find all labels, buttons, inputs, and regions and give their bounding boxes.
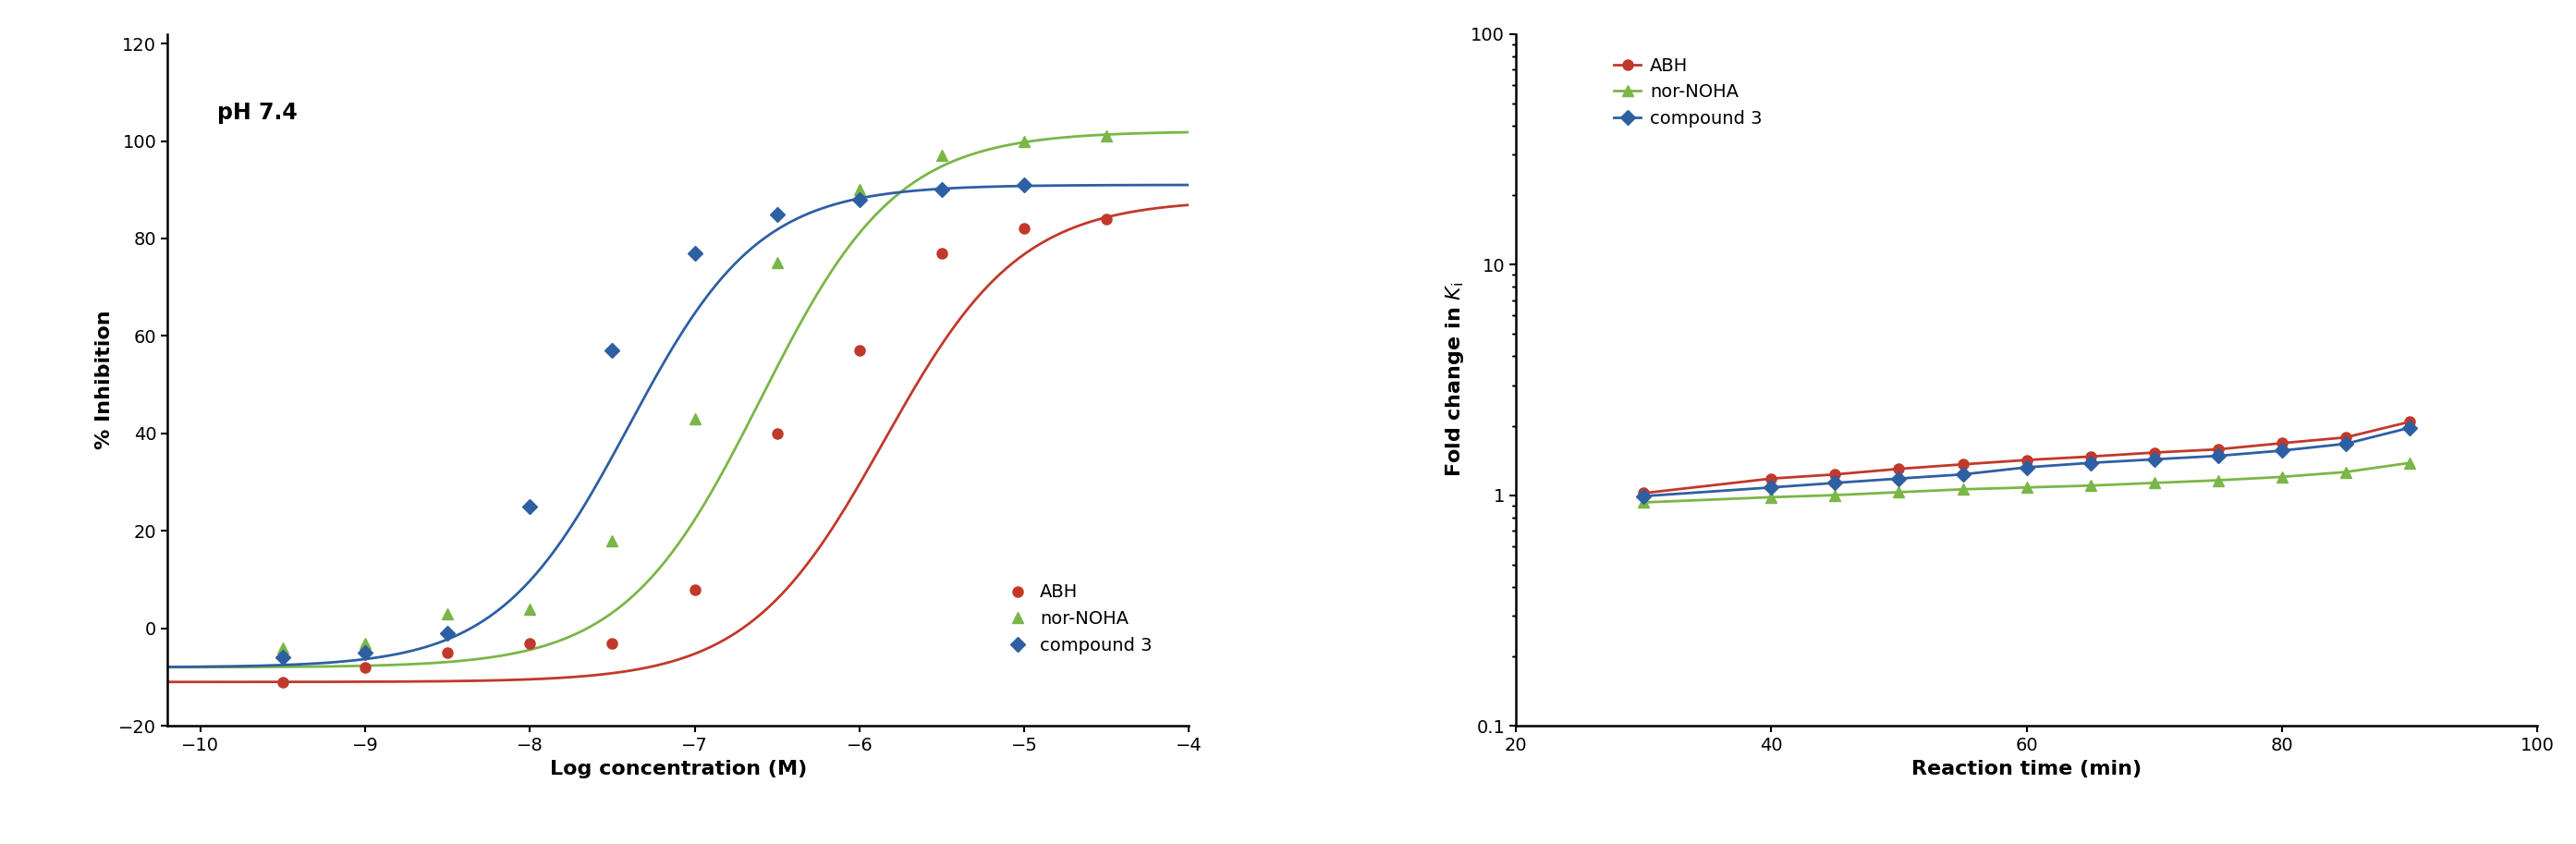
compound 3 bbox=[1010, 180, 1041, 190]
nor-NOHA bbox=[845, 185, 876, 195]
nor-NOHA bbox=[1883, 487, 1914, 497]
ABH bbox=[845, 345, 876, 355]
compound 3 bbox=[1628, 491, 1659, 501]
compound 3 bbox=[515, 501, 546, 511]
compound 3 bbox=[2267, 446, 2298, 456]
X-axis label: Log concentration (M): Log concentration (M) bbox=[549, 760, 806, 778]
nor-NOHA bbox=[2393, 457, 2424, 468]
Line: compound 3: compound 3 bbox=[1638, 423, 2414, 501]
ABH bbox=[2202, 444, 2233, 454]
ABH bbox=[2138, 447, 2169, 457]
nor-NOHA bbox=[1010, 136, 1041, 146]
nor-NOHA bbox=[433, 609, 464, 619]
compound 3 bbox=[2202, 451, 2233, 461]
compound 3 bbox=[268, 652, 299, 663]
ABH bbox=[1757, 473, 1788, 484]
nor-NOHA bbox=[350, 638, 381, 648]
nor-NOHA bbox=[762, 257, 793, 268]
nor-NOHA bbox=[680, 414, 711, 424]
ABH bbox=[1010, 224, 1041, 234]
ABH bbox=[433, 647, 464, 657]
compound 3 bbox=[2076, 457, 2107, 468]
compound 3 bbox=[2331, 439, 2362, 449]
Legend: ABH, nor-NOHA, compound 3: ABH, nor-NOHA, compound 3 bbox=[1607, 50, 1770, 135]
Line: nor-NOHA: nor-NOHA bbox=[1638, 457, 2414, 507]
compound 3 bbox=[598, 345, 629, 355]
nor-NOHA bbox=[1947, 484, 1978, 495]
nor-NOHA bbox=[1819, 490, 1850, 500]
nor-NOHA bbox=[2012, 483, 2043, 493]
Line: compound 3: compound 3 bbox=[278, 180, 1030, 663]
Legend: ABH, nor-NOHA, compound 3: ABH, nor-NOHA, compound 3 bbox=[997, 576, 1159, 662]
Y-axis label: Fold change in $\mathit{K}_\mathrm{i}$: Fold change in $\mathit{K}_\mathrm{i}$ bbox=[1443, 282, 1466, 478]
compound 3 bbox=[2138, 454, 2169, 464]
nor-NOHA bbox=[598, 536, 629, 546]
nor-NOHA bbox=[2331, 467, 2362, 477]
nor-NOHA bbox=[2267, 472, 2298, 482]
Y-axis label: % Inhibition: % Inhibition bbox=[95, 311, 113, 449]
nor-NOHA bbox=[2138, 478, 2169, 488]
nor-NOHA bbox=[1757, 492, 1788, 502]
nor-NOHA bbox=[1092, 131, 1123, 141]
ABH bbox=[1947, 459, 1978, 469]
ABH bbox=[927, 248, 958, 258]
ABH bbox=[680, 584, 711, 594]
compound 3 bbox=[680, 248, 711, 258]
ABH bbox=[1883, 464, 1914, 474]
ABH bbox=[2076, 452, 2107, 462]
compound 3 bbox=[2393, 423, 2424, 433]
ABH bbox=[515, 638, 546, 648]
ABH bbox=[2393, 417, 2424, 427]
compound 3 bbox=[433, 628, 464, 638]
Line: ABH: ABH bbox=[1638, 417, 2414, 498]
ABH bbox=[762, 429, 793, 439]
nor-NOHA bbox=[515, 603, 546, 614]
Text: pH 7.4: pH 7.4 bbox=[216, 102, 296, 124]
compound 3 bbox=[1757, 483, 1788, 493]
compound 3 bbox=[1883, 473, 1914, 484]
ABH bbox=[350, 663, 381, 673]
Line: nor-NOHA: nor-NOHA bbox=[278, 131, 1113, 653]
compound 3 bbox=[1947, 469, 1978, 479]
compound 3 bbox=[2012, 463, 2043, 473]
compound 3 bbox=[845, 194, 876, 204]
nor-NOHA bbox=[2076, 480, 2107, 490]
ABH bbox=[268, 677, 299, 687]
ABH bbox=[1092, 214, 1123, 224]
nor-NOHA bbox=[2202, 475, 2233, 485]
ABH bbox=[2331, 432, 2362, 442]
compound 3 bbox=[1819, 478, 1850, 488]
ABH bbox=[1628, 488, 1659, 498]
ABH bbox=[2012, 455, 2043, 465]
Line: ABH: ABH bbox=[278, 214, 1113, 687]
compound 3 bbox=[762, 209, 793, 219]
ABH bbox=[1819, 469, 1850, 479]
nor-NOHA bbox=[1628, 497, 1659, 507]
compound 3 bbox=[350, 647, 381, 657]
nor-NOHA bbox=[927, 150, 958, 160]
ABH bbox=[2267, 438, 2298, 448]
ABH bbox=[598, 638, 629, 648]
compound 3 bbox=[927, 185, 958, 195]
X-axis label: Reaction time (min): Reaction time (min) bbox=[1911, 760, 2141, 778]
nor-NOHA bbox=[268, 643, 299, 653]
